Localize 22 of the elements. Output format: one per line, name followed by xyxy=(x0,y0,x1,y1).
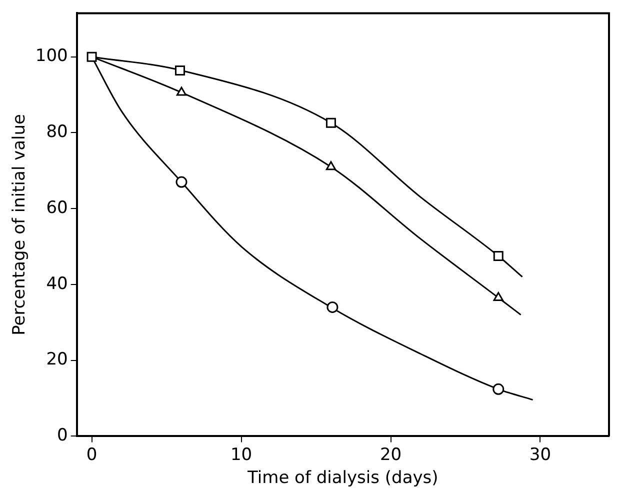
point xyxy=(176,86,187,96)
x-tick-label: 20 xyxy=(380,444,402,465)
y-tick-label: 20 xyxy=(46,350,68,370)
point xyxy=(326,301,338,313)
x-tick-label: 10 xyxy=(230,444,252,465)
y-tick-label: 0 xyxy=(57,426,68,446)
point xyxy=(493,251,504,261)
y-tick-label: 80 xyxy=(46,122,68,142)
x-axis-title: Time of dialysis (days) xyxy=(246,468,438,488)
y-tick-label: 100 xyxy=(35,46,68,66)
x-tick-label: 30 xyxy=(529,444,552,465)
point xyxy=(326,161,336,170)
point xyxy=(176,176,188,188)
y-tick-label: 40 xyxy=(46,274,68,294)
point xyxy=(493,292,504,301)
y-tick-label: 60 xyxy=(46,198,68,218)
point xyxy=(492,383,504,395)
point xyxy=(326,118,336,128)
point xyxy=(174,65,185,76)
x-tick-label: 0 xyxy=(86,444,98,465)
point xyxy=(86,52,97,62)
y-axis-title: Percentage of initial value xyxy=(10,114,30,336)
